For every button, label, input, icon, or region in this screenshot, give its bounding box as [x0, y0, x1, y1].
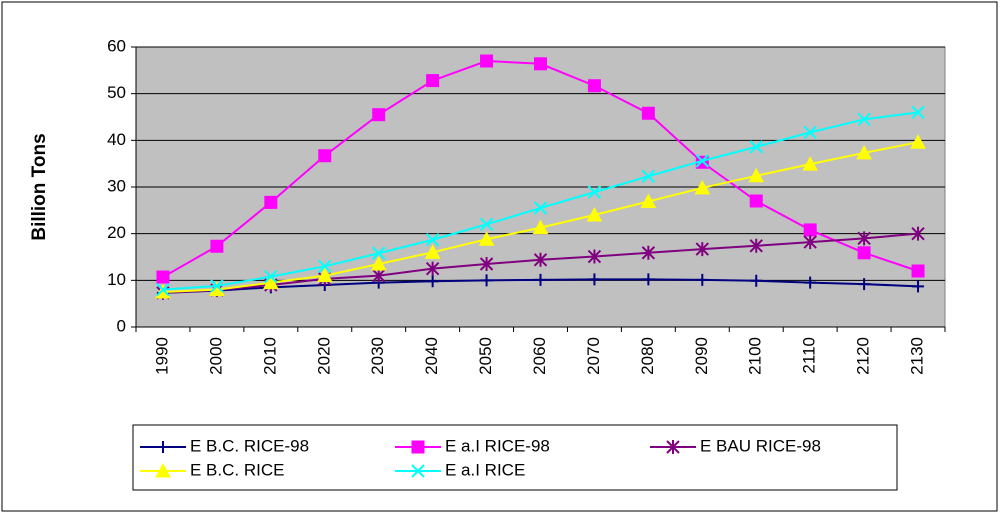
legend-marker — [411, 464, 425, 478]
x-tick-label: 2130 — [908, 337, 927, 375]
marker — [372, 108, 386, 122]
marker — [912, 280, 925, 293]
x-tick-label: 2080 — [638, 337, 657, 375]
marker — [587, 79, 601, 93]
x-tick-label: 2090 — [692, 337, 711, 375]
marker — [641, 106, 655, 120]
marker — [911, 105, 925, 120]
marker — [749, 194, 763, 208]
y-tick-label: 20 — [107, 223, 126, 242]
marker — [426, 74, 440, 88]
marker — [155, 283, 171, 299]
x-tick-label: 2000 — [206, 337, 225, 375]
x-tick-label: 2120 — [854, 337, 873, 375]
marker — [642, 273, 655, 286]
legend-marker — [157, 441, 169, 453]
marker — [210, 279, 224, 293]
marker — [371, 268, 386, 283]
marker — [802, 156, 819, 171]
y-tick-label: 0 — [117, 316, 126, 335]
x-tick-label: 2110 — [800, 337, 819, 374]
x-tick-label: 2040 — [422, 337, 441, 375]
marker — [695, 242, 710, 257]
y-tick-label: 10 — [107, 270, 126, 289]
marker — [804, 276, 817, 289]
marker — [534, 273, 547, 286]
legend-marker — [411, 440, 425, 454]
marker — [803, 125, 817, 140]
marker — [857, 246, 871, 260]
marker — [803, 223, 817, 237]
marker — [533, 201, 548, 215]
x-tick-label: 2030 — [368, 337, 387, 375]
marker — [856, 144, 872, 160]
legend-box — [132, 424, 898, 491]
marker — [425, 261, 440, 276]
marker — [750, 274, 763, 287]
marker — [426, 275, 439, 288]
marker — [748, 167, 765, 183]
marker — [911, 264, 925, 278]
marker — [318, 259, 332, 274]
marker — [587, 249, 602, 264]
y-tick-label: 40 — [107, 130, 126, 149]
legend-label: E B.C. RICE-98 — [190, 436, 309, 455]
marker — [316, 267, 333, 283]
x-tick-label: 2070 — [584, 337, 603, 375]
x-tick-label: 2010 — [260, 337, 279, 375]
marker — [478, 231, 495, 246]
marker — [318, 149, 332, 163]
marker — [641, 245, 656, 260]
marker — [749, 140, 763, 154]
x-tick-label: 2050 — [476, 337, 495, 375]
y-axis-title: Billion Tons — [29, 133, 50, 240]
marker — [156, 270, 170, 284]
x-tick-label: 2100 — [746, 337, 765, 375]
marker — [262, 274, 279, 290]
marker — [533, 252, 548, 267]
legend-label: E a.I RICE — [445, 460, 525, 479]
marker — [479, 217, 494, 232]
marker — [749, 238, 763, 253]
legend-label: E BAU RICE-98 — [700, 436, 821, 455]
y-tick-label: 30 — [107, 176, 126, 195]
marker — [532, 219, 549, 235]
marker — [641, 169, 656, 183]
marker — [425, 233, 440, 247]
marker — [210, 239, 224, 253]
marker — [640, 193, 657, 208]
marker — [857, 231, 871, 246]
marker — [586, 206, 603, 222]
marker — [696, 273, 709, 286]
marker — [695, 154, 710, 168]
marker — [587, 185, 602, 199]
marker — [857, 112, 871, 127]
marker — [479, 257, 494, 271]
y-tick-label: 50 — [107, 83, 126, 102]
x-tick-label: 1990 — [152, 337, 171, 375]
marker — [264, 195, 278, 209]
marker — [694, 179, 711, 195]
x-tick-label: 2020 — [314, 337, 333, 375]
marker — [911, 226, 925, 241]
marker — [264, 269, 278, 284]
marker — [480, 54, 494, 68]
legend-label: E B.C. RICE — [190, 460, 284, 479]
legend-label: E a.I RICE-98 — [445, 436, 550, 455]
marker — [156, 282, 170, 297]
y-tick-label: 60 — [107, 36, 126, 55]
marker — [480, 274, 493, 287]
marker — [803, 235, 817, 250]
legend-marker — [155, 462, 171, 478]
legend-marker — [666, 440, 680, 454]
marker — [858, 278, 871, 291]
marker — [370, 255, 387, 271]
x-tick-label: 2060 — [530, 337, 549, 375]
marker — [534, 57, 547, 71]
marker — [910, 134, 926, 149]
marker — [588, 273, 601, 286]
marker — [424, 244, 441, 259]
marker — [371, 246, 386, 260]
